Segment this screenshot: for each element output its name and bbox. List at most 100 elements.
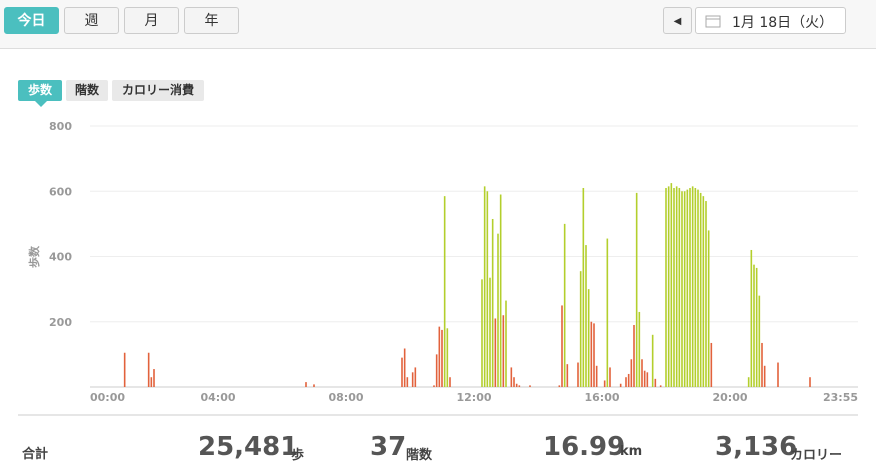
- bar: [446, 328, 449, 387]
- bar: [659, 385, 662, 387]
- tab-pointer: [35, 101, 47, 107]
- bar: [579, 271, 582, 387]
- period-tab[interactable]: 年: [184, 7, 239, 34]
- bar: [435, 354, 438, 387]
- y-tick-label: 400: [49, 251, 72, 264]
- bar: [633, 325, 635, 387]
- bar: [627, 373, 630, 387]
- bar: [705, 201, 707, 387]
- bar: [147, 352, 150, 387]
- summary-label: 合計: [22, 447, 49, 462]
- bar: [582, 187, 585, 387]
- chart-tab[interactable]: カロリー消費: [112, 80, 204, 101]
- bar: [710, 342, 713, 387]
- bar: [566, 364, 569, 387]
- bar: [558, 385, 561, 387]
- bar: [585, 245, 587, 387]
- bar: [609, 367, 611, 387]
- bar: [763, 365, 766, 387]
- chart: 歩数 200 400 600 800 00:00 04:00 08:00 12:00 16:00…: [18, 120, 858, 416]
- bar: [809, 377, 811, 387]
- bar: [667, 186, 670, 387]
- bar: [638, 311, 641, 387]
- bar: [305, 382, 307, 387]
- bar: [694, 187, 697, 387]
- period-tab[interactable]: 月: [124, 7, 179, 34]
- bar: [441, 329, 443, 387]
- bar: [603, 380, 606, 387]
- bar: [750, 249, 753, 387]
- prev-day[interactable]: ◀: [663, 7, 692, 34]
- summary-value: 16.99: [543, 432, 626, 462]
- bar: [563, 223, 566, 387]
- bar: [491, 218, 494, 387]
- toolbar: 今日週月年 ◀ 1月 18日（火）: [0, 0, 876, 49]
- date: 1月 18日（火）: [732, 15, 834, 31]
- y-tick-label: 800: [49, 120, 72, 133]
- period-tab[interactable]: 週: [64, 7, 119, 34]
- bar: [755, 267, 758, 387]
- period-tab[interactable]: 今日: [4, 7, 59, 34]
- bar: [401, 357, 403, 387]
- bar: [678, 187, 681, 387]
- bar: [483, 186, 486, 387]
- bar: [707, 230, 710, 387]
- bar: [433, 385, 435, 387]
- x-tick-label: 04:00: [200, 391, 235, 404]
- bar: [673, 187, 675, 387]
- bar: [414, 367, 417, 387]
- bar: [753, 264, 755, 387]
- x-tick-label: 23:55: [823, 391, 858, 404]
- bar: [689, 187, 691, 387]
- bar: [489, 277, 491, 387]
- x-tick-label: 16:00: [584, 391, 619, 404]
- bar: [702, 196, 705, 387]
- bar: [691, 186, 694, 387]
- summary-value: 25,481: [198, 432, 299, 462]
- bar: [606, 238, 609, 387]
- bar: [670, 183, 673, 387]
- y-tick-label: 200: [49, 316, 72, 329]
- bar: [313, 384, 315, 387]
- summary-value: 37: [370, 432, 407, 462]
- bar: [675, 186, 678, 387]
- x-tick-label: 20:00: [712, 391, 747, 404]
- bar: [641, 359, 643, 387]
- y-tick-label: 600: [49, 185, 72, 198]
- bar: [590, 321, 593, 387]
- bar: [593, 323, 595, 387]
- bar: [510, 367, 513, 387]
- y-axis-label: 歩数: [27, 245, 41, 268]
- bar: [681, 191, 683, 387]
- bar: [406, 377, 409, 387]
- bar: [630, 359, 633, 387]
- summary-unit: カロリー: [790, 448, 843, 463]
- bar: [625, 377, 627, 387]
- bar: [686, 189, 689, 387]
- summary-unit: 歩: [291, 448, 305, 463]
- date-box[interactable]: 1月 18日（火）: [695, 7, 846, 34]
- bar: [123, 352, 126, 387]
- bar: [497, 233, 499, 387]
- bar: [758, 295, 761, 387]
- bar: [619, 383, 622, 387]
- bar: [443, 196, 446, 387]
- summary-value: 3,136: [715, 432, 798, 462]
- bar: [486, 191, 489, 387]
- bar: [777, 362, 779, 387]
- bar: [665, 187, 667, 387]
- bar: [481, 279, 483, 387]
- bar: [635, 192, 638, 387]
- bar: [587, 289, 590, 387]
- summary-unit: km: [620, 444, 643, 459]
- chart-tab[interactable]: 階数: [66, 80, 108, 101]
- bar: [153, 369, 155, 387]
- bar: [683, 191, 686, 387]
- calendar-icon: [705, 15, 721, 28]
- chart-tab[interactable]: 歩数: [18, 80, 62, 101]
- bar: [761, 342, 763, 387]
- x-tick-label: 12:00: [456, 391, 491, 404]
- bar: [505, 300, 507, 387]
- bar: [697, 189, 699, 387]
- x-tick-label: 00:00: [90, 391, 125, 404]
